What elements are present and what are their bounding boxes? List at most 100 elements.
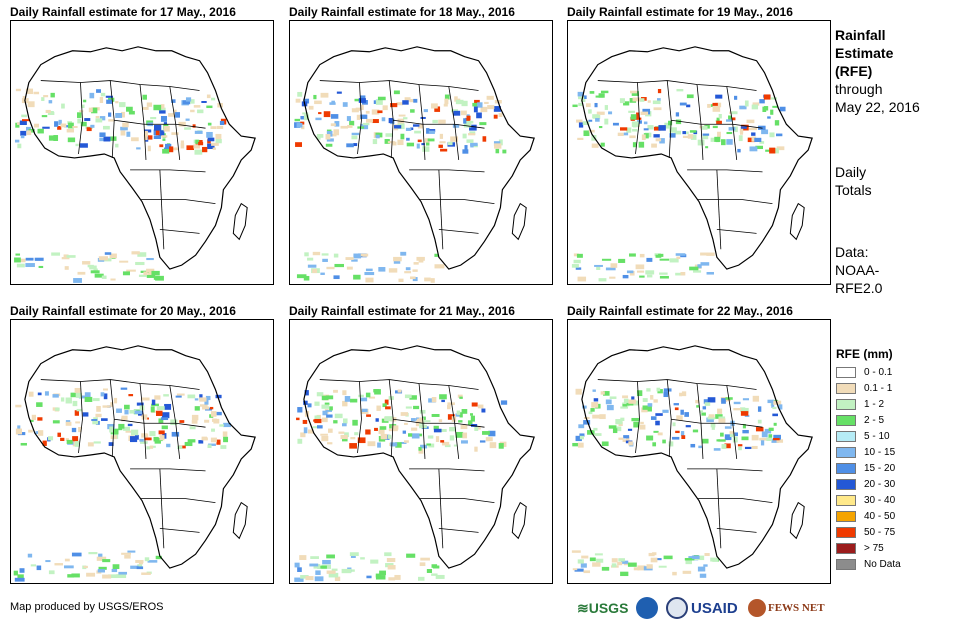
country-border bbox=[319, 379, 479, 390]
rain-cell bbox=[433, 425, 439, 430]
rain-cell bbox=[297, 438, 303, 444]
rain-cell bbox=[601, 566, 610, 571]
rain-cell bbox=[19, 120, 27, 126]
rain-cell bbox=[109, 426, 114, 433]
rain-cell bbox=[99, 116, 106, 121]
rain-cell bbox=[484, 101, 489, 104]
rain-cell bbox=[146, 274, 156, 278]
country-border bbox=[716, 229, 757, 234]
legend-label: 5 - 10 bbox=[864, 430, 890, 442]
rain-cell bbox=[447, 405, 451, 410]
rain-cell bbox=[684, 412, 689, 417]
rain-cell bbox=[191, 414, 199, 421]
rain-cell bbox=[590, 408, 595, 412]
rain-cell bbox=[322, 559, 331, 565]
rain-cell bbox=[366, 575, 372, 579]
rain-cell bbox=[325, 134, 331, 140]
rain-cell bbox=[300, 115, 306, 120]
rain-cell bbox=[643, 121, 648, 125]
rain-cell bbox=[122, 271, 130, 276]
rain-cell bbox=[697, 264, 702, 269]
rain-cell bbox=[77, 271, 86, 275]
rain-cell bbox=[360, 253, 369, 257]
rain-cell bbox=[351, 135, 358, 140]
rain-cell bbox=[636, 270, 645, 273]
rain-cell bbox=[700, 262, 710, 266]
rain-cell bbox=[130, 429, 139, 436]
legend-swatch bbox=[836, 398, 856, 410]
rain-cell bbox=[467, 420, 473, 426]
rain-cell bbox=[428, 130, 435, 134]
rain-cell bbox=[143, 271, 148, 276]
rain-cell bbox=[575, 267, 582, 270]
rain-cell bbox=[376, 405, 381, 411]
rain-cell bbox=[721, 139, 726, 146]
rain-cell bbox=[731, 111, 738, 115]
rain-cell bbox=[659, 258, 670, 261]
rain-cell bbox=[498, 139, 503, 146]
country-border bbox=[597, 80, 757, 91]
rain-cell bbox=[52, 394, 59, 398]
rain-cell bbox=[95, 413, 102, 418]
rain-cell bbox=[26, 130, 32, 136]
rain-cell bbox=[650, 416, 657, 420]
rain-cell bbox=[83, 565, 88, 569]
rainfall-map bbox=[289, 319, 553, 584]
rain-cell bbox=[166, 443, 171, 448]
rain-cell bbox=[215, 133, 222, 140]
country-border bbox=[114, 119, 206, 129]
rain-cell bbox=[390, 442, 398, 447]
rain-cell bbox=[471, 402, 478, 407]
rain-cell bbox=[48, 100, 53, 104]
legend-swatch bbox=[836, 478, 856, 490]
country-border bbox=[666, 379, 672, 457]
rain-cell bbox=[312, 426, 320, 429]
legend-swatch bbox=[836, 382, 856, 394]
rain-cell bbox=[323, 111, 331, 118]
legend-item: > 75 bbox=[836, 541, 884, 555]
rain-cell bbox=[740, 407, 746, 412]
rain-cell bbox=[125, 430, 133, 433]
rain-cell bbox=[365, 110, 370, 114]
rain-cell bbox=[346, 143, 354, 148]
rain-cell bbox=[680, 271, 686, 276]
rain-cell bbox=[154, 395, 161, 400]
rain-cell bbox=[21, 114, 27, 118]
rain-cell bbox=[17, 143, 22, 149]
rain-cell bbox=[612, 428, 618, 434]
rain-cell bbox=[17, 574, 24, 579]
rain-cell bbox=[579, 433, 585, 437]
rain-cell bbox=[310, 556, 319, 559]
rain-cell bbox=[87, 442, 94, 447]
rain-cell bbox=[365, 277, 374, 283]
rain-cell bbox=[653, 107, 662, 111]
country-border bbox=[159, 229, 200, 234]
rain-cell bbox=[646, 274, 653, 278]
rain-cell bbox=[303, 114, 310, 121]
rain-cell bbox=[121, 552, 131, 555]
rain-cell bbox=[669, 258, 679, 263]
rain-cell bbox=[314, 576, 324, 582]
rain-cell bbox=[370, 559, 379, 564]
rain-cell bbox=[779, 106, 786, 112]
rain-cell bbox=[656, 387, 661, 392]
rain-cell bbox=[33, 91, 40, 95]
rain-cell bbox=[99, 97, 104, 103]
rain-cell bbox=[194, 406, 200, 411]
rain-cell bbox=[609, 276, 616, 279]
rain-cell bbox=[439, 141, 446, 144]
rain-cell bbox=[622, 274, 629, 279]
rain-cell bbox=[476, 112, 482, 119]
rain-cell bbox=[721, 444, 727, 449]
rain-cell bbox=[575, 388, 582, 395]
rain-cell bbox=[198, 141, 204, 146]
rain-cell bbox=[571, 550, 581, 553]
rain-cell bbox=[594, 102, 598, 108]
rain-cell bbox=[760, 440, 765, 446]
legend-label: 40 - 50 bbox=[864, 510, 896, 522]
rain-cell bbox=[755, 145, 764, 150]
rain-cell bbox=[663, 391, 669, 398]
rain-cell bbox=[334, 263, 344, 268]
rain-cell bbox=[360, 114, 368, 119]
rain-cell bbox=[312, 269, 318, 274]
